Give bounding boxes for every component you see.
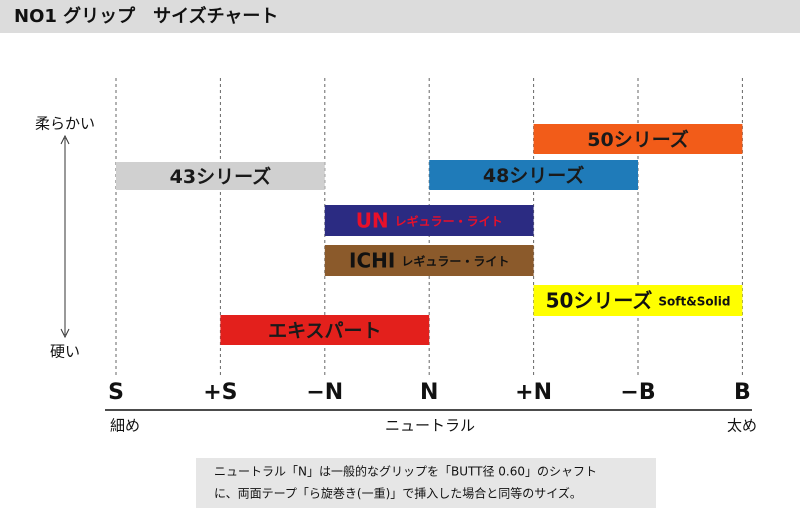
size-bar bbox=[533, 285, 743, 316]
bar-label-main: 43シリーズ bbox=[170, 165, 272, 188]
soft-label: 柔らかい bbox=[35, 115, 95, 133]
size-label: N bbox=[420, 380, 438, 405]
size-label: B bbox=[734, 380, 751, 405]
size-bar bbox=[533, 124, 743, 154]
size-bar bbox=[324, 245, 534, 276]
bar-label: 43シリーズ bbox=[170, 165, 272, 188]
size-bar bbox=[429, 160, 638, 190]
bar-label: ICHI レギュラー・ライト bbox=[349, 248, 509, 272]
bar-label: 50シリーズ bbox=[587, 128, 689, 151]
bar-label-sub: レギュラー・ライト bbox=[401, 253, 509, 268]
arrow-head-up bbox=[60, 134, 70, 145]
bar-label-main: 50シリーズ bbox=[546, 288, 653, 312]
neutral-label: ニュートラル bbox=[385, 417, 475, 435]
size-label: S bbox=[108, 380, 124, 405]
size-label: +N bbox=[515, 380, 552, 405]
bar-label: UN レギュラー・ライト bbox=[356, 208, 503, 232]
size-bar bbox=[324, 205, 534, 236]
bar-label-main: 48シリーズ bbox=[483, 164, 585, 187]
note-line: に、両面テープ「ら旋巻き(一重)」で挿入した場合と同等のサイズ。 bbox=[214, 486, 582, 501]
title-band bbox=[0, 0, 800, 33]
bar-label: エキスパート bbox=[268, 320, 381, 342]
thick-label: 太め bbox=[727, 417, 757, 435]
bar-label-sub: Soft&Solid bbox=[658, 294, 730, 308]
bar-label-main: 50シリーズ bbox=[587, 128, 689, 151]
size-label: −N bbox=[306, 380, 343, 405]
bar-label-main: UN bbox=[356, 208, 389, 232]
bar-label-main: エキスパート bbox=[268, 320, 381, 342]
size-bar bbox=[116, 162, 325, 190]
bar-label: 48シリーズ bbox=[483, 164, 585, 187]
thin-label: 細め bbox=[110, 417, 140, 435]
title: NO1 グリップ サイズチャート bbox=[14, 5, 278, 27]
bar-label: 50シリーズ Soft&Solid bbox=[546, 288, 731, 312]
note-line: ニュートラル「N」は一般的なグリップを「BUTT径 0.60」のシャフト bbox=[214, 464, 597, 479]
size-label: +S bbox=[203, 380, 237, 405]
bar-label-sub: レギュラー・ライト bbox=[395, 213, 503, 228]
bar-label-main: ICHI bbox=[349, 248, 395, 272]
size-label: −B bbox=[620, 380, 655, 405]
hard-label: 硬い bbox=[50, 343, 80, 361]
note-box bbox=[196, 458, 656, 508]
size-bar bbox=[220, 315, 430, 345]
arrow-head-down bbox=[60, 328, 70, 339]
